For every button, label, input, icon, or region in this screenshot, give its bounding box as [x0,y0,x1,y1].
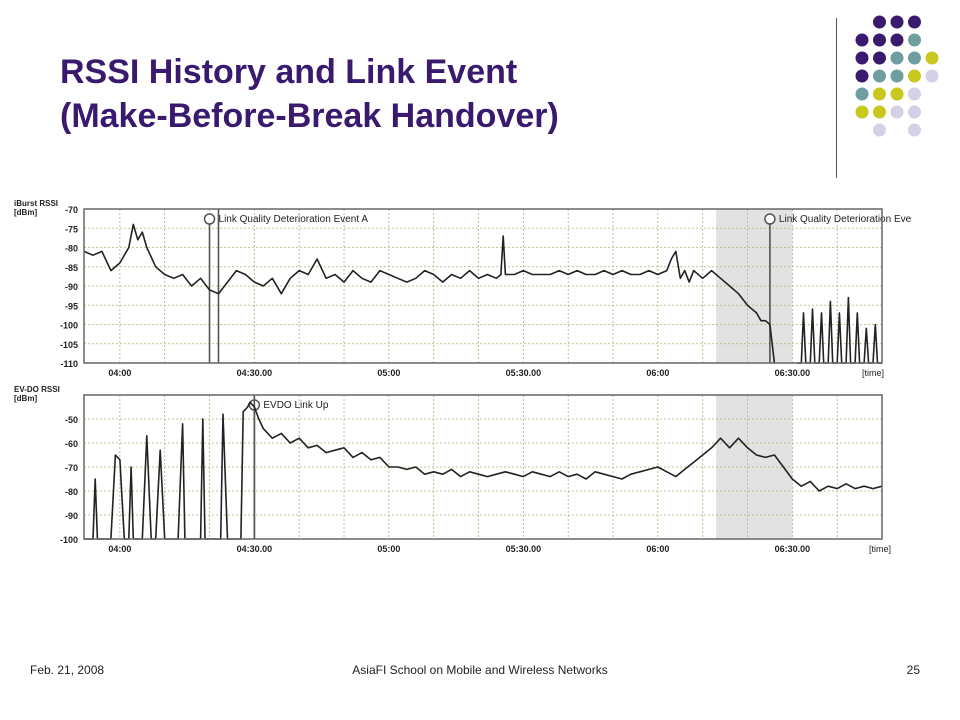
footer-title: AsiaFI School on Mobile and Wireless Net… [352,663,608,677]
y-axis-title: iBurst RSSI [14,199,58,208]
decor-dot [873,15,886,29]
event-annotation: Link Quality Deterioration Event B [779,214,912,225]
slide-title: RSSI History and Link Event (Make-Before… [60,50,780,138]
y-tick-label: -85 [65,263,78,273]
y-axis-title: EV-DO RSSI [14,385,60,394]
event-marker-circle [203,213,216,225]
decor-dot [873,105,886,119]
y-tick-label: -70 [65,463,78,473]
title-divider [836,18,837,178]
x-tick-label: 05:00 [377,544,400,554]
rssi-trace [83,223,776,364]
x-tick-label: 06:30.00 [775,544,811,554]
y-tick-label: -100 [60,321,78,331]
slide-title-line2: (Make-Before-Break Handover) [60,97,559,135]
x-axis-unit: [time] [862,368,884,378]
chart-1: -70 -75 -80 -85 -90 -95 -100 -105 -110 04:00 04:30… [14,199,912,378]
footer-date: Feb. 21, 2008 [30,663,105,677]
decor-dot [855,69,869,83]
chart-2: -50 -60 -70 -80 -90 -100 04:00 04:30.00 05:00 05:… [14,385,891,554]
y-tick-label: -90 [65,511,78,521]
decor-dot [890,33,904,47]
y-axis-unit: [dBm] [14,208,37,217]
decor-dot [873,51,886,65]
slide-title-line1: RSSI History and Link Event [60,53,518,91]
decor-dot [908,105,921,119]
decor-dot [873,123,886,137]
event-annotation: EVDO Link Up [263,400,328,411]
y-tick-label: -75 [65,224,78,234]
y-tick-label: -50 [65,415,78,425]
x-tick-label: 04:30.00 [237,544,273,554]
x-tick-label: 06:00 [646,544,669,554]
x-tick-label: 06:30.00 [775,368,811,378]
decor-dot [925,51,939,65]
decor-dot [873,87,886,101]
y-tick-label: -95 [65,301,78,311]
decor-dot [908,123,921,137]
event-annotation: Link Quality Deterioration Event A [219,214,369,225]
y-tick-label: -60 [65,439,78,449]
decor-dot [855,33,869,47]
decor-dot [873,33,886,47]
y-tick-label: -90 [65,282,78,292]
rssi-charts: -70 -75 -80 -85 -90 -95 -100 -105 -110 04:00 04:30… [14,199,912,554]
decor-dot [890,105,904,119]
y-tick-label: -80 [65,487,78,497]
x-tick-label: 04:00 [108,544,131,554]
decor-dot [908,15,921,29]
decor-dot [855,51,869,65]
decor-dot [873,69,886,83]
x-axis-unit: [time] [869,544,891,554]
decor-dot [890,69,904,83]
decor-dot [890,15,904,29]
y-tick-label: -70 [65,205,78,215]
y-axis-unit: [dBm] [14,394,37,403]
decor-dot [855,87,869,101]
decor-dot [890,87,904,101]
decor-dot [908,69,921,83]
decorative-dot-grid [855,15,939,137]
page-number: 25 [906,663,920,677]
y-tick-label: -100 [60,535,78,545]
decor-dot [908,33,921,47]
x-tick-label: 05:30.00 [506,368,542,378]
plot-frame [83,208,883,364]
x-tick-label: 05:00 [377,368,400,378]
decor-dot [925,69,939,83]
y-tick-label: -80 [65,244,78,254]
decor-dot [855,105,869,119]
decor-dot [908,51,921,65]
plot-frame [83,394,883,540]
x-tick-label: 04:30.00 [237,368,273,378]
decor-dot [908,87,921,101]
event-marker-circle [764,213,776,225]
x-tick-label: 04:00 [108,368,131,378]
x-tick-label: 06:00 [646,368,669,378]
y-tick-label: -110 [60,359,78,369]
x-tick-label: 05:30.00 [506,544,542,554]
y-tick-label: -105 [60,340,78,350]
rssi-trace [796,296,882,364]
decor-dot [890,51,904,65]
